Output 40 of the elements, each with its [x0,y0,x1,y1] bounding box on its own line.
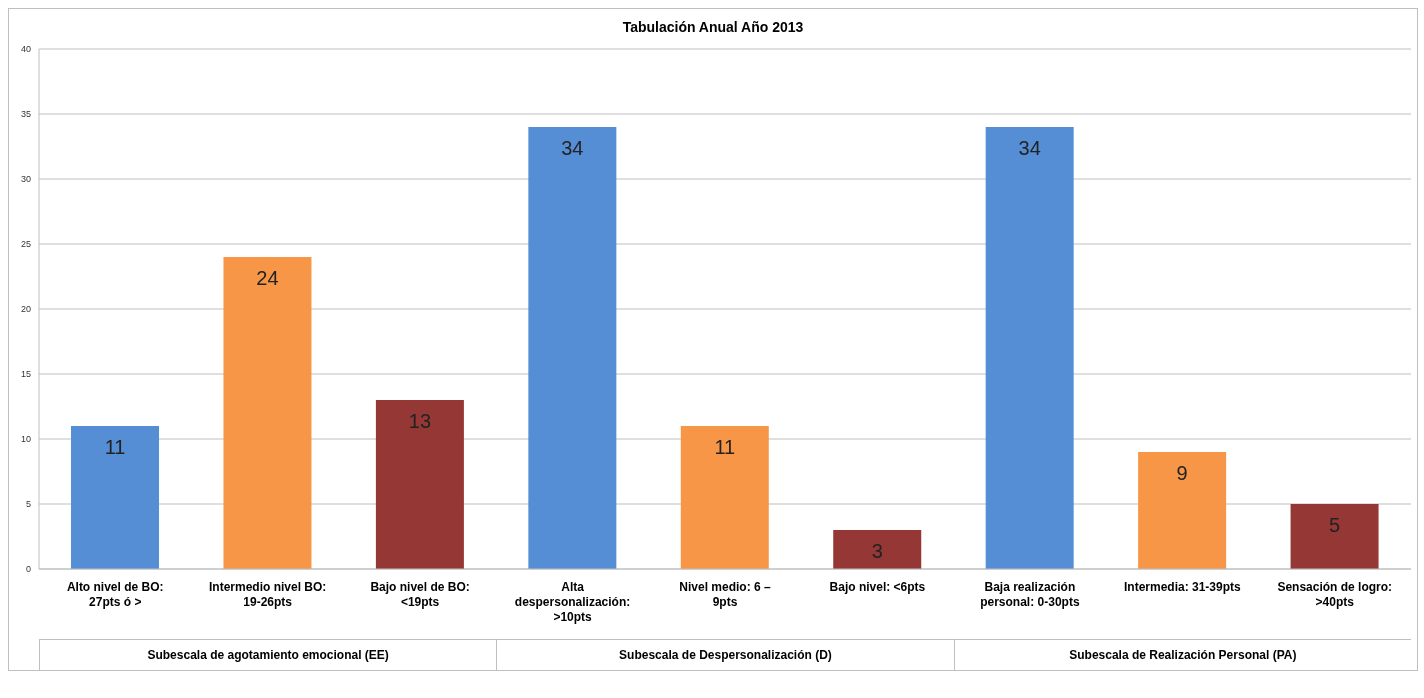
data-label: 5 [1329,514,1341,537]
y-tick-label: 25 [20,239,31,250]
bar [680,426,769,569]
y-tick-label: 40 [20,44,31,55]
text: Subescala de agotamiento emocional (EE) [39,640,497,670]
text: Subescala de Despersonalización (D) [496,640,954,670]
bar [375,400,464,569]
x-tick-label: Alta despersonalización: >10pts [514,580,631,624]
data-label: 9 [1176,462,1188,485]
text: Subescala de Realización Personal (PA) [953,640,1411,670]
bar [1290,504,1379,569]
x-tick-label: Intermedia: 31-39pts [1123,580,1242,594]
x-tick-label: Alto nivel de BO: 27pts ó > [66,580,164,609]
data-label: 13 [408,410,432,433]
x-tick-label: Sensación de logro: >40pts [1277,580,1393,609]
x-tick-label: Nivel medio: 6 – 9pts [679,580,771,609]
data-label: 34 [561,137,584,160]
x-tick-label: Bajo nivel de BO: <19pts [370,580,470,609]
bar [71,426,160,569]
data-label: 11 [104,436,126,459]
x-tick-label: Intermedio nivel BO: 19-26pts [208,580,327,609]
y-tick-label: 0 [25,564,31,575]
data-label: 3 [871,540,883,563]
x-tick-label: Bajo nivel: <6pts [829,580,926,594]
y-tick-label: 5 [25,499,31,510]
data-label: 11 [714,436,736,459]
bar [223,257,312,569]
x-tick-label: Baja realización personal: 0-30pts [980,580,1080,609]
bar [833,530,922,569]
y-tick-label: 10 [20,434,31,445]
y-tick-label: 30 [20,174,31,185]
chart-title: Tabulación Anual Año 2013 [621,18,805,37]
data-label: 24 [256,267,279,290]
y-tick-label: 35 [20,109,31,120]
bar [1138,452,1227,569]
data-label: 34 [1018,137,1041,160]
bar [985,127,1074,569]
y-tick-label: 15 [20,369,31,380]
y-tick-label: 20 [20,304,31,315]
bar [528,127,617,569]
